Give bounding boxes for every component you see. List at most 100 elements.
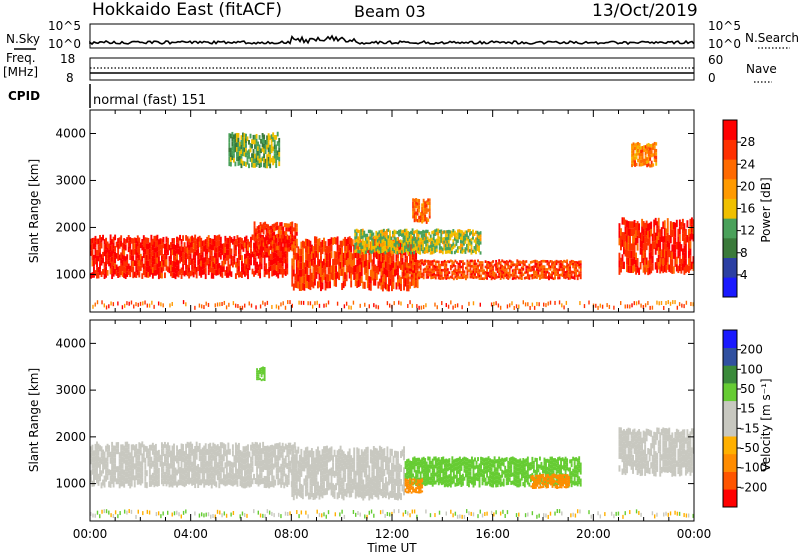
velocity-panel: 1000 2000 3000 4000 00:00 04:00 08:00 12:00 16:0…	[27, 319, 712, 554]
beam-label: Beam 03	[354, 2, 426, 21]
power-colorbar-tick: 8	[740, 246, 748, 260]
power-near-range-band	[92, 300, 694, 310]
nave-label: Nave	[746, 62, 777, 76]
cpid-text: normal (fast) 151	[93, 93, 206, 108]
nave-tick-top: 60	[708, 53, 723, 67]
time-tick-label: 20:00	[576, 527, 611, 541]
cpid-panel: CPID normal (fast) 151	[8, 84, 206, 108]
power-ytick-label: 1000	[55, 267, 86, 281]
velocity-region-0	[90, 441, 298, 489]
power-colorbar-segment	[723, 120, 737, 140]
velocity-colorbar-segment	[723, 365, 737, 384]
power-colorbar-tick: 24	[740, 157, 755, 171]
nsky-tick-bottom: 10^0	[48, 37, 81, 51]
velocity-colorbar-segment	[723, 436, 737, 455]
velocity-region-6	[256, 366, 266, 382]
power-colorbar-tick: 16	[740, 202, 755, 216]
power-region-8	[631, 141, 658, 168]
freq-frame	[89, 57, 695, 81]
nsky-trace	[89, 34, 695, 46]
nsky-tick-top-right: 10^5	[708, 19, 741, 33]
nsky-tick-bottom-right: 10^0	[708, 37, 741, 51]
power-colorbar-segment	[723, 218, 737, 239]
velocity-colorbar-tick: -50	[740, 441, 760, 455]
time-tick-label: 04:00	[173, 527, 208, 541]
velocity-colorbar-tick: 50	[740, 382, 755, 396]
power-region-3	[404, 259, 582, 281]
nsky-tick-top: 10^5	[48, 19, 81, 33]
power-colorbar-segment	[723, 179, 737, 199]
power-ylabel: Slant Range [km]	[27, 159, 41, 263]
velocity-colorbar-segment	[723, 400, 737, 419]
velocity-ytick-label: 2000	[55, 430, 86, 444]
velocity-colorbar-label: Velocity [m s⁻¹]	[759, 378, 773, 471]
power-ytick-label: 3000	[55, 173, 86, 187]
date-label: 13/Oct/2019	[592, 1, 698, 21]
freq-tick-bottom: 8	[66, 71, 74, 85]
velocity-colorbar-tick: -200	[740, 480, 767, 494]
velocity-colorbar-segment	[723, 347, 737, 366]
power-region-1	[253, 221, 298, 253]
velocity-colorbar-segment	[723, 471, 737, 490]
figure-title: Hokkaido East (fitACF)	[92, 0, 282, 20]
time-axis-label: Time UT	[366, 541, 417, 554]
freq-label-2: [MHz]	[3, 65, 38, 79]
velocity-near-range-band	[90, 509, 694, 519]
power-ytick-label: 2000	[55, 220, 86, 234]
cpid-label: CPID	[8, 89, 40, 103]
nsky-frame	[89, 23, 695, 49]
power-region-4	[354, 228, 482, 255]
power-colorbar-segment	[723, 238, 737, 258]
power-region-7	[228, 131, 281, 169]
velocity-colorbar-segment	[723, 383, 737, 402]
velocity-region-2	[404, 456, 582, 488]
velocity-colorbar-tick: 15	[740, 402, 755, 416]
power-colorbar-segment	[723, 159, 737, 180]
power-colorbar-tick: 4	[740, 268, 748, 282]
time-tick-label: 00:00	[73, 527, 108, 541]
power-region-0	[90, 234, 289, 280]
power-colorbar-tick: 20	[740, 179, 755, 193]
freq-tick-top: 18	[60, 52, 75, 66]
time-tick-label: 00:00	[677, 527, 712, 541]
velocity-region-4	[530, 473, 571, 489]
time-tick-label: 12:00	[375, 527, 410, 541]
power-colorbar-segment	[723, 277, 737, 298]
velocity-region-5	[618, 427, 694, 477]
velocity-colorbar: -200 -100 -50 -15 15 50 100 200	[722, 329, 767, 508]
velocity-colorbar-tick: 100	[740, 362, 763, 376]
time-tick-label: 08:00	[274, 527, 309, 541]
freq-label-1: Freq.	[6, 51, 36, 65]
power-region-5	[618, 217, 694, 276]
velocity-colorbar-segment	[723, 330, 737, 348]
velocity-ytick-label: 4000	[55, 336, 86, 350]
velocity-ytick-label: 3000	[55, 383, 86, 397]
velocity-ylabel: Slant Range [km]	[27, 368, 41, 472]
power-region-2	[291, 236, 419, 292]
velocity-colorbar-tick: 200	[740, 343, 763, 357]
velocity-region-3	[404, 478, 424, 494]
velocity-colorbar-segment	[723, 489, 737, 508]
power-colorbar-segment	[723, 198, 737, 219]
nsky-panel: N.Sky 10^5 10^0 10^5 10^0 N.Search	[6, 19, 799, 51]
time-tick-label: 16:00	[475, 527, 510, 541]
velocity-colorbar-tick: -15	[740, 421, 760, 435]
power-colorbar-tick: 12	[740, 224, 755, 238]
power-colorbar-label: Power [dB]	[759, 177, 773, 242]
power-region-6	[412, 198, 431, 224]
velocity-colorbar-segment	[723, 453, 737, 472]
power-colorbar-segment	[723, 139, 737, 160]
power-panel: 1000 2000 3000 4000 Slant Range [km]	[27, 109, 695, 313]
velocity-region-1	[291, 445, 405, 501]
velocity-ytick-label: 1000	[55, 477, 86, 491]
power-colorbar: 4 8 12 16 20 24 28	[722, 119, 755, 298]
nsearch-label: N.Search	[745, 31, 799, 45]
power-ytick-label: 4000	[55, 126, 86, 140]
freq-panel: Freq. [MHz] 18 8 60 0 Nave	[3, 51, 777, 85]
nsky-label: N.Sky	[6, 32, 40, 46]
velocity-colorbar-segment	[723, 418, 737, 437]
velocity-colorbar-tick: -100	[740, 461, 767, 475]
power-colorbar-tick: 28	[740, 135, 755, 149]
power-colorbar-segment	[723, 257, 737, 278]
